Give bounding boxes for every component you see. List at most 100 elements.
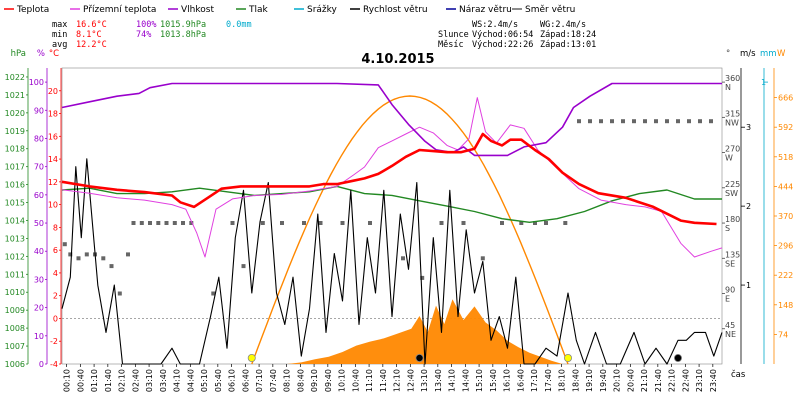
x-tick-label: 17:40 [544,369,553,392]
wind-direction-point [230,221,235,225]
x-tick-label: 06:40 [241,369,250,392]
left-axes: hPa1006100710081009101010111012101310141… [5,49,62,369]
x-tick-label: 13:40 [434,369,443,392]
info-ws: WS:2.4m/s [472,20,518,30]
wind-direction-point [68,252,73,257]
stats-press: 1013.8hPa [160,30,206,40]
axis-tick-label: 1008 [5,324,25,333]
axis-tick-label: 1 [761,78,766,87]
axis-unit: % [37,49,45,59]
x-tick-label: 08:10 [283,369,292,392]
axis-tick-label: 1013 [5,234,25,243]
wind-direction-point [563,221,568,225]
x-tick-label: 21:10 [640,369,649,392]
series-line [61,132,717,226]
wind-direction-point [260,221,265,225]
wind-direction-point [519,221,524,225]
wind-direction-point [599,119,603,124]
axis-tick-label: 360 [725,74,740,83]
axis-tick-sublabel: SE [725,259,735,268]
x-tick-label: 15:40 [489,369,498,392]
legend-label: Teplota [16,5,49,15]
x-tick-label: 01:10 [90,369,99,392]
axis-tick-label: 1020 [5,109,25,118]
axis-tick-label: 10 [34,332,44,341]
axis-tick-sublabel: NW [725,118,739,127]
info-moonset: Západ:13:01 [540,40,596,50]
axis-tick-label: 45 [725,321,735,330]
axis-tick-label: 315 [725,109,740,118]
axis-tick-label: 16 [48,132,58,141]
axis-tick-label: 1016 [5,181,25,190]
x-tick-label: 10:10 [338,369,347,392]
x-tick-label: 12:10 [393,369,402,392]
series-line [61,185,722,223]
x-tick-label: 19:40 [599,369,608,392]
x-tick-label: 04:10 [173,369,182,392]
wind-direction-point [643,119,647,124]
axis-tick-label: 1010 [5,288,25,297]
x-tick-label: 10:40 [351,369,360,392]
axis-tick-label: 225 [725,180,740,189]
wind-direction-point [654,119,658,124]
wind-direction-point [665,119,669,124]
axis-tick-sublabel: W [725,154,733,163]
axis-tick-label: 296 [778,242,793,251]
axis-tick-sublabel: NE [725,330,736,339]
info-moonrise: Východ:22:26 [472,40,533,50]
stats-block: max 16.6°C 100% 1015.9hPa 0.0mm min 8.1°C 74% 10… [52,20,252,50]
wind-direction-point [318,221,323,225]
axis-tick-label: 180 [725,215,740,224]
axis-unit: mm [760,49,777,59]
x-tick-label: 17:10 [530,369,539,392]
axis-tick-label: 135 [725,250,740,259]
wind-direction-point [340,221,345,225]
wind-direction-point [211,291,216,296]
axis-tick-label: 1012 [5,252,25,261]
series-line [61,158,723,365]
right-axes: °45NE90E135SE180S225SW270W315NW360Nm/s12… [722,49,793,364]
wind-direction-point [156,221,161,225]
wind-direction-point [401,256,405,261]
wind-direction-point [709,119,713,124]
wind-direction-point [109,264,114,269]
sun-arc-line [251,95,569,365]
wind-direction-point [189,221,194,225]
x-axis: 00:10 00:40 01:10 01:40 02:10 02:40 03:10 03:40… [63,364,746,392]
x-tick-label: 03:10 [145,369,154,392]
wind-direction-point [500,221,504,225]
axis-tick-label: 12 [48,178,58,187]
axis-tick-label: 1015 [5,199,25,208]
x-tick-label: 02:40 [131,369,140,392]
axis-tick-label: 6 [53,246,58,255]
axis-unit: W [777,49,786,59]
x-tick-label: 05:40 [214,369,223,392]
legend-label: Rychlost větru [363,5,428,15]
wind-direction-point [164,221,169,225]
axis-tick-label: 80 [34,134,44,143]
x-tick-label: 11:10 [365,369,374,392]
stats-hum: 100% [136,20,156,30]
sunrise-marker [247,353,256,362]
wind-direction-point [676,119,680,124]
axis-tick-label: 1019 [5,127,25,136]
stats-temp: 12.2°C [76,40,107,50]
x-tick-label: 01:40 [104,369,113,392]
axis-tick-label: 1014 [5,216,25,225]
x-tick-label: 12:40 [406,369,415,392]
series-line [61,97,723,258]
wind-direction-point [139,221,144,225]
axis-tick-label: 3 [746,123,751,132]
wind-direction-point [480,256,485,261]
axis-tick-label: 20 [48,87,58,96]
axis-tick-label: 18 [48,110,58,119]
x-tick-label: 04:40 [186,369,195,392]
info-wg: WG:2.4m/s [540,20,586,30]
axis-tick-label: 30 [34,275,44,284]
axis-tick-label: 1 [746,281,751,290]
axis-tick-label: 20 [34,304,44,313]
axis-tick-label: 1022 [5,73,25,82]
x-tick-label: 15:10 [475,369,484,392]
wind-direction-point [439,221,444,225]
axis-tick-label: 444 [778,182,793,191]
